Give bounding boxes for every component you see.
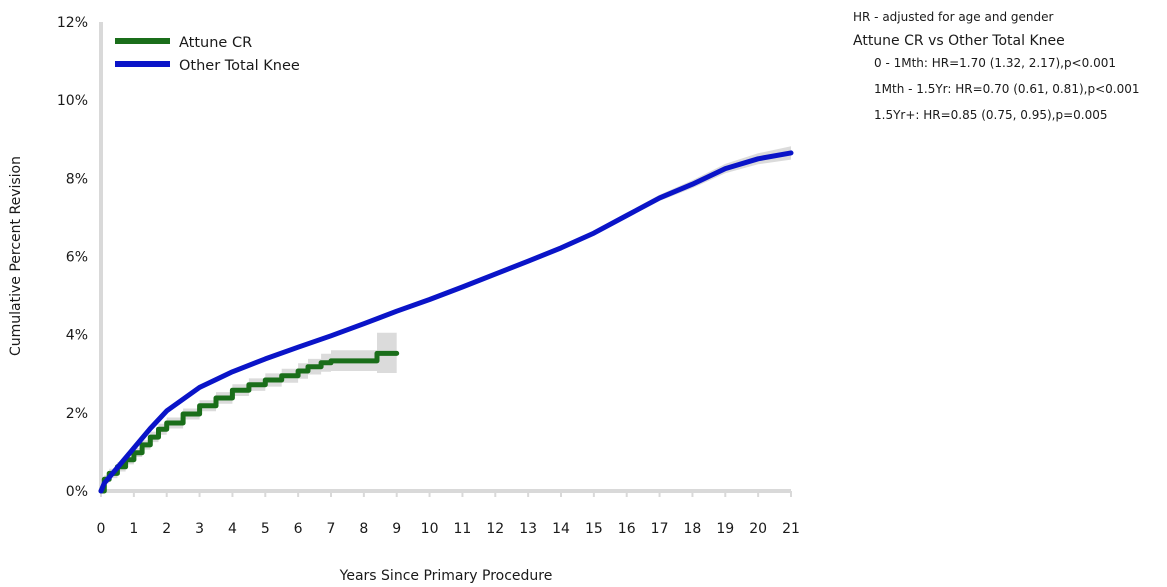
y-axis-title: Cumulative Percent Revision [8, 156, 24, 356]
legend: Attune CR Other Total Knee [115, 35, 300, 74]
axes [99, 22, 792, 497]
series-lines [98, 150, 794, 494]
x-tick-label: 17 [651, 521, 669, 537]
hr-adjustment-note: HR - adjusted for age and gender [853, 10, 1054, 24]
tick-labels: 0%2%4%6%8%10%12%0 1 2 3 4 5 6 7 8 9 10 11 12 13 14 15 16… [57, 15, 800, 537]
y-tick-label: 2% [66, 406, 88, 422]
y-tick-label: 6% [66, 250, 88, 266]
hr-comparison-title: Attune CR vs Other Total Knee [853, 33, 1065, 49]
hr-item-1-5yr-plus: 1.5Yr+: HR=0.85 (0.75, 0.95),p=0.005 [874, 108, 1108, 122]
x-tick-label: 4 [228, 521, 237, 537]
hr-item-1mth-1-5yr: 1Mth - 1.5Yr: HR=0.70 (0.61, 0.81),p<0.0… [874, 82, 1140, 96]
x-tick-label: 21 [782, 521, 800, 537]
legend-label-attune-cr: Attune CR [179, 35, 252, 51]
x-tick-label: 8 [359, 521, 368, 537]
x-tick-label: 16 [618, 521, 636, 537]
x-tick-label: 0 [97, 521, 106, 537]
hazard-ratio-panel: HR - adjusted for age and gender Attune … [853, 8, 1163, 132]
series-line-attune-cr [98, 350, 400, 494]
x-tick-label: 19 [716, 521, 734, 537]
x-tick-label: 11 [454, 521, 472, 537]
x-tick-label: 20 [749, 521, 767, 537]
x-tick-label: 10 [421, 521, 439, 537]
ci-band-other-total-knee [101, 146, 791, 492]
x-axis-title: Years Since Primary Procedure [339, 568, 553, 584]
x-tick-label: 9 [392, 521, 401, 537]
y-tick-label: 8% [66, 171, 88, 187]
x-tick-label: 5 [261, 521, 270, 537]
x-tick-label: 15 [585, 521, 603, 537]
series-line-other-total-knee [98, 150, 794, 494]
x-tick-label: 7 [327, 521, 336, 537]
x-tick-label: 6 [294, 521, 303, 537]
y-tick-label: 10% [57, 93, 88, 109]
hr-item-0-1mth: 0 - 1Mth: HR=1.70 (1.32, 2.17),p<0.001 [874, 56, 1116, 70]
y-tick-label: 12% [57, 15, 88, 31]
x-tick-label: 1 [129, 521, 138, 537]
y-tick-label: 4% [66, 328, 88, 344]
y-tick-label: 0% [66, 484, 88, 500]
ci-band-attune-cr [101, 332, 397, 491]
confidence-bands [101, 146, 791, 492]
legend-label-other-total-knee: Other Total Knee [179, 58, 300, 74]
x-tick-label: 13 [519, 521, 537, 537]
x-tick-label: 12 [486, 521, 504, 537]
x-tick-label: 3 [195, 521, 204, 537]
x-tick-label: 18 [684, 521, 702, 537]
x-tick-label: 2 [162, 521, 171, 537]
x-tick-label: 14 [552, 521, 570, 537]
